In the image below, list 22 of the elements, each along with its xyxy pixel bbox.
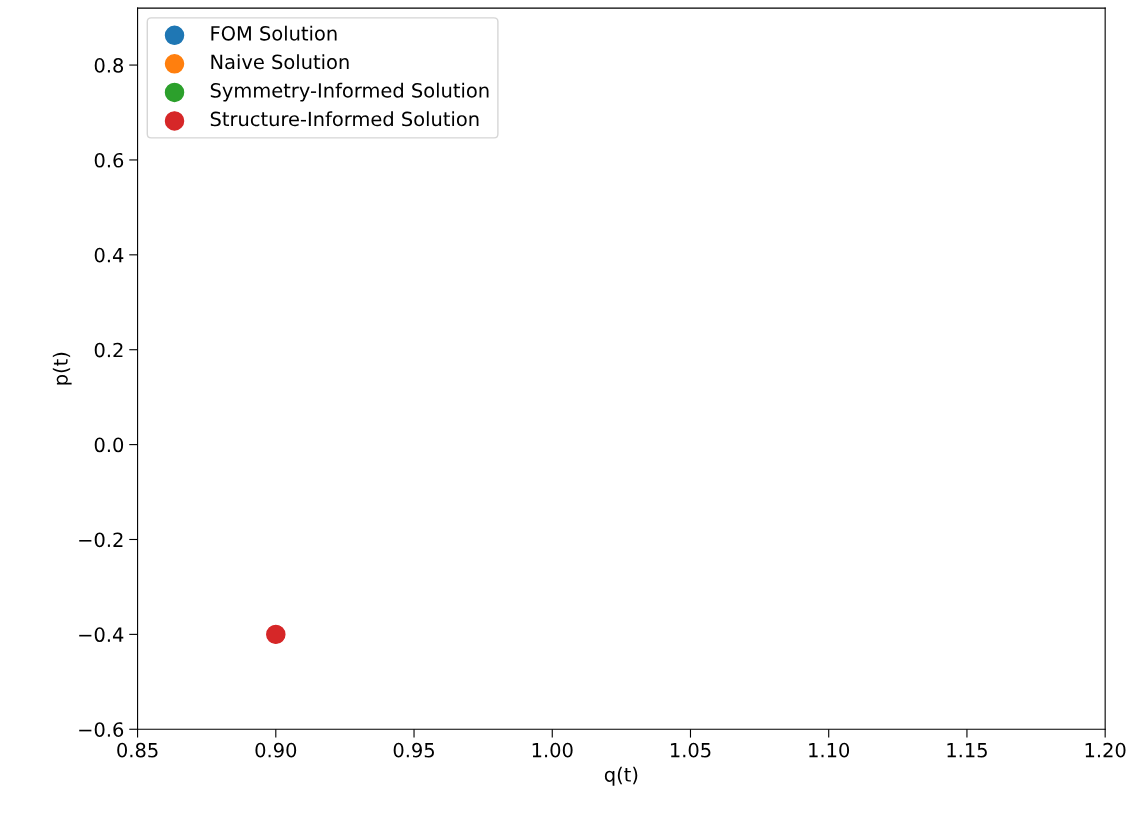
y-tick-label: 0.4 [94,247,124,263]
legend-label: FOM Solution [211,25,337,41]
x-tick-label: 1.00 [532,742,573,758]
y-axis-title: p(t) [52,352,72,385]
y-tick-label: 0.2 [94,342,123,358]
y-tick-label: 0.0 [94,437,124,453]
y-tick-label: 0.8 [94,58,124,73]
x-tick-label: 1.05 [670,742,711,758]
x-axis-title: q(t) [604,766,638,786]
y-tick-label: −0.4 [79,627,124,643]
y-tick-label: 0.6 [94,152,124,168]
legend-label: Naive Solution [211,54,349,70]
legend-label: Structure-Informed Solution [210,111,479,127]
y-tick-label: −0.2 [79,532,123,548]
x-tick-label: 1.10 [809,742,850,758]
x-tick-label: 1.20 [1085,742,1126,758]
x-tick-label: 1.15 [947,743,987,758]
x-tick-label: 0.90 [255,742,297,758]
x-tick-label: 0.85 [117,742,158,758]
x-tick-label: 0.95 [393,742,434,758]
y-tick-label: −0.6 [79,722,124,737]
legend-label: Symmetry-Informed Solution [210,82,489,102]
